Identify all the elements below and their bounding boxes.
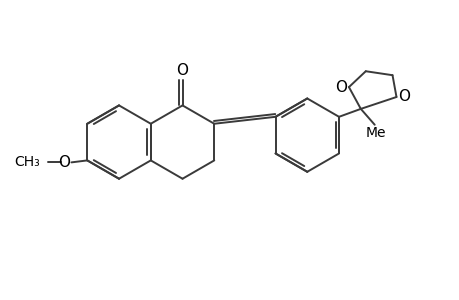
Text: O: O <box>176 63 188 78</box>
Text: O: O <box>397 89 409 104</box>
Text: O: O <box>58 155 70 170</box>
Text: O: O <box>334 80 346 94</box>
Text: Me: Me <box>364 126 385 140</box>
Text: CH₃: CH₃ <box>14 155 39 170</box>
